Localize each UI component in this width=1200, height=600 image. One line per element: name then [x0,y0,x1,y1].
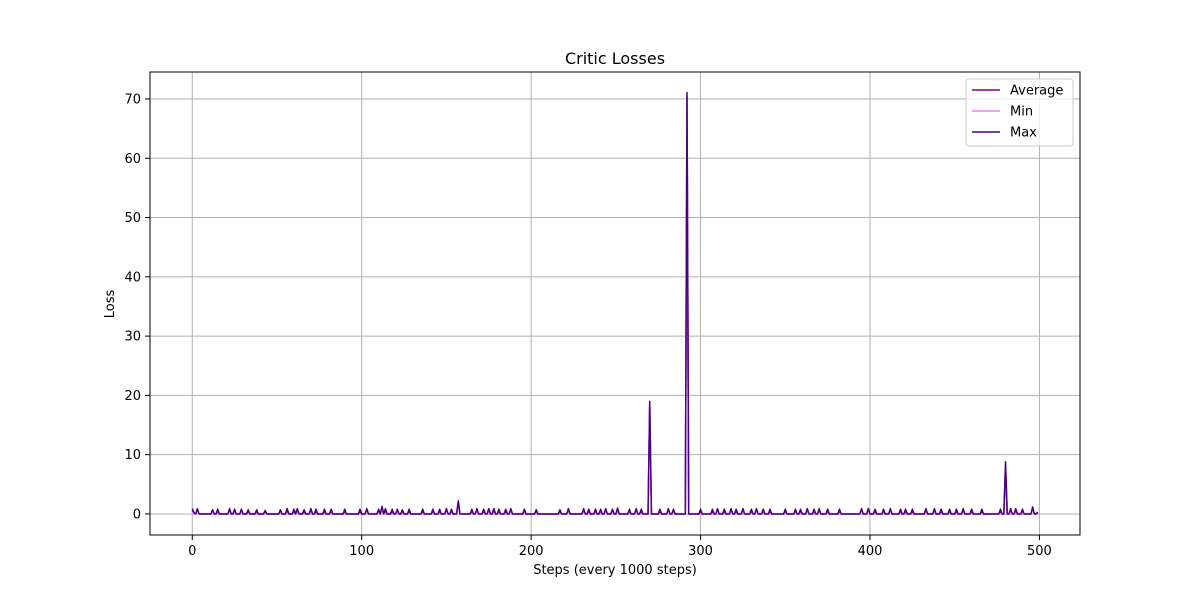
x-axis-label: Steps (every 1000 steps) [533,563,697,578]
y-tick-label: 20 [124,389,141,404]
legend-label-min: Min [1010,105,1033,120]
legend: Average Min Max [965,78,1074,147]
series-lines [191,91,1039,515]
series-line-max [191,91,1039,515]
x-tick-label: 200 [519,544,544,559]
y-tick-label: 50 [124,211,141,226]
x-tick-label: 500 [1027,544,1052,559]
legend-box [965,78,1074,147]
y-axis-label: Loss [103,290,118,319]
x-tick-label: 0 [188,544,196,559]
y-tick-label: 40 [124,270,141,285]
plot-area [150,72,1080,535]
y-tick-label: 30 [124,330,141,345]
y-tick-label: 60 [124,152,141,167]
x-tick-label: 100 [349,544,374,559]
plot-frame [149,71,1081,536]
legend-label-average: Average [1010,84,1063,99]
y-tick-label: 70 [124,92,141,107]
x-tick-label: 400 [858,544,883,559]
chart-title: Critic Losses [565,49,665,68]
x-tick-label: 300 [688,544,713,559]
y-tick-label: 0 [133,507,141,522]
y-tick-label: 10 [124,448,141,463]
axis-ticks: 0 100 200 300 400 500 0 10 20 30 40 50 60 70 [124,92,1051,559]
legend-label-max: Max [1010,126,1037,141]
